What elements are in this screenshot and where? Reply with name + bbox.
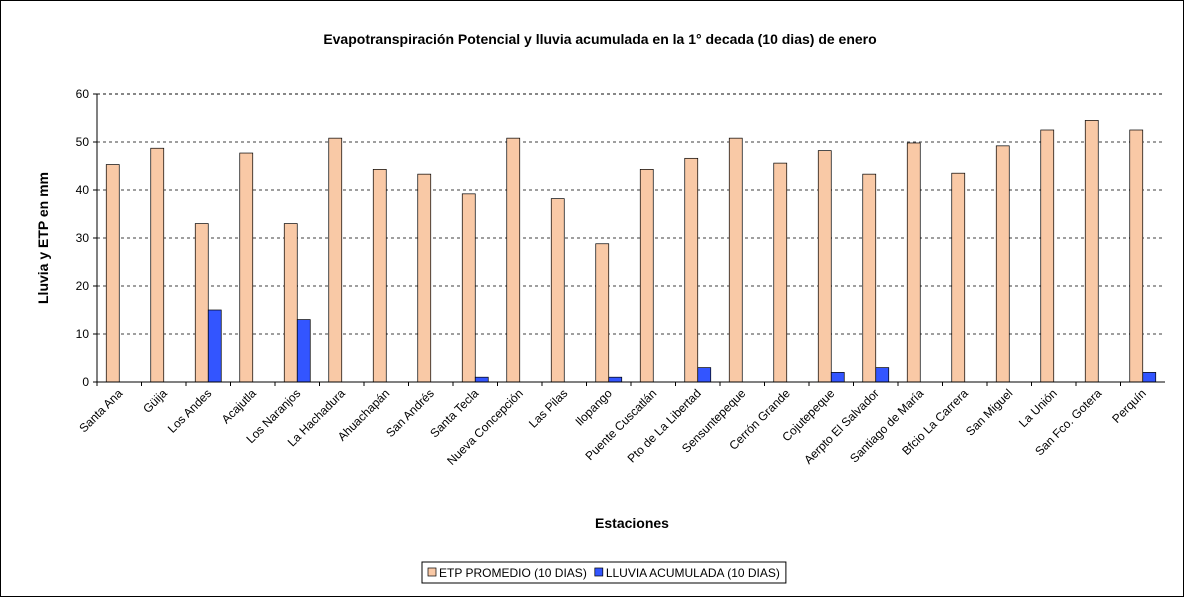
bar	[461, 193, 476, 383]
y-tick-label: 30	[76, 231, 90, 245]
bar	[550, 198, 565, 383]
legend-box	[421, 561, 787, 584]
legend-label: LLUVIA ACUMULADA (10 DIAS)	[606, 566, 780, 580]
legend-label: ETP PROMEDIO (10 DIAS)	[439, 566, 587, 580]
bar	[328, 137, 343, 383]
y-axis-label: Lluvia y ETP en mm	[35, 172, 51, 304]
bar	[283, 223, 298, 383]
y-tick-label: 10	[76, 327, 90, 341]
bar	[684, 157, 699, 383]
y-tick-label: 0	[82, 375, 89, 389]
chart-title: Evapotranspiración Potencial y lluvia ac…	[323, 31, 876, 47]
legend-swatch	[427, 567, 437, 577]
bar	[207, 309, 222, 383]
bar	[296, 319, 311, 383]
legend: ETP PROMEDIO (10 DIAS) LLUVIA ACUMULADA (…	[421, 561, 787, 584]
y-tick-label: 40	[76, 183, 90, 197]
bar	[239, 152, 254, 383]
x-axis-label: Estaciones	[595, 515, 669, 531]
bar	[728, 137, 743, 383]
bar	[773, 162, 788, 383]
bar	[862, 173, 877, 383]
y-tick-label: 50	[76, 135, 90, 149]
bar	[1040, 129, 1055, 383]
bar	[875, 367, 890, 383]
bar	[595, 243, 610, 383]
bar	[951, 172, 966, 383]
bar	[474, 376, 489, 383]
bar	[608, 376, 623, 383]
bar	[995, 145, 1010, 383]
bar	[639, 169, 654, 383]
bar	[1129, 129, 1144, 383]
bar	[697, 367, 712, 383]
bar	[194, 223, 209, 383]
bar	[372, 169, 387, 383]
bar	[830, 372, 845, 383]
bar	[1142, 372, 1157, 383]
bar	[1084, 120, 1099, 383]
bar	[150, 147, 165, 383]
y-tick-label: 60	[76, 87, 90, 101]
bar	[105, 164, 120, 383]
y-tick-label: 20	[76, 279, 90, 293]
bar	[906, 142, 921, 383]
legend-swatch	[594, 567, 604, 577]
bar	[506, 137, 521, 383]
bar	[417, 173, 432, 383]
bar	[817, 150, 832, 383]
